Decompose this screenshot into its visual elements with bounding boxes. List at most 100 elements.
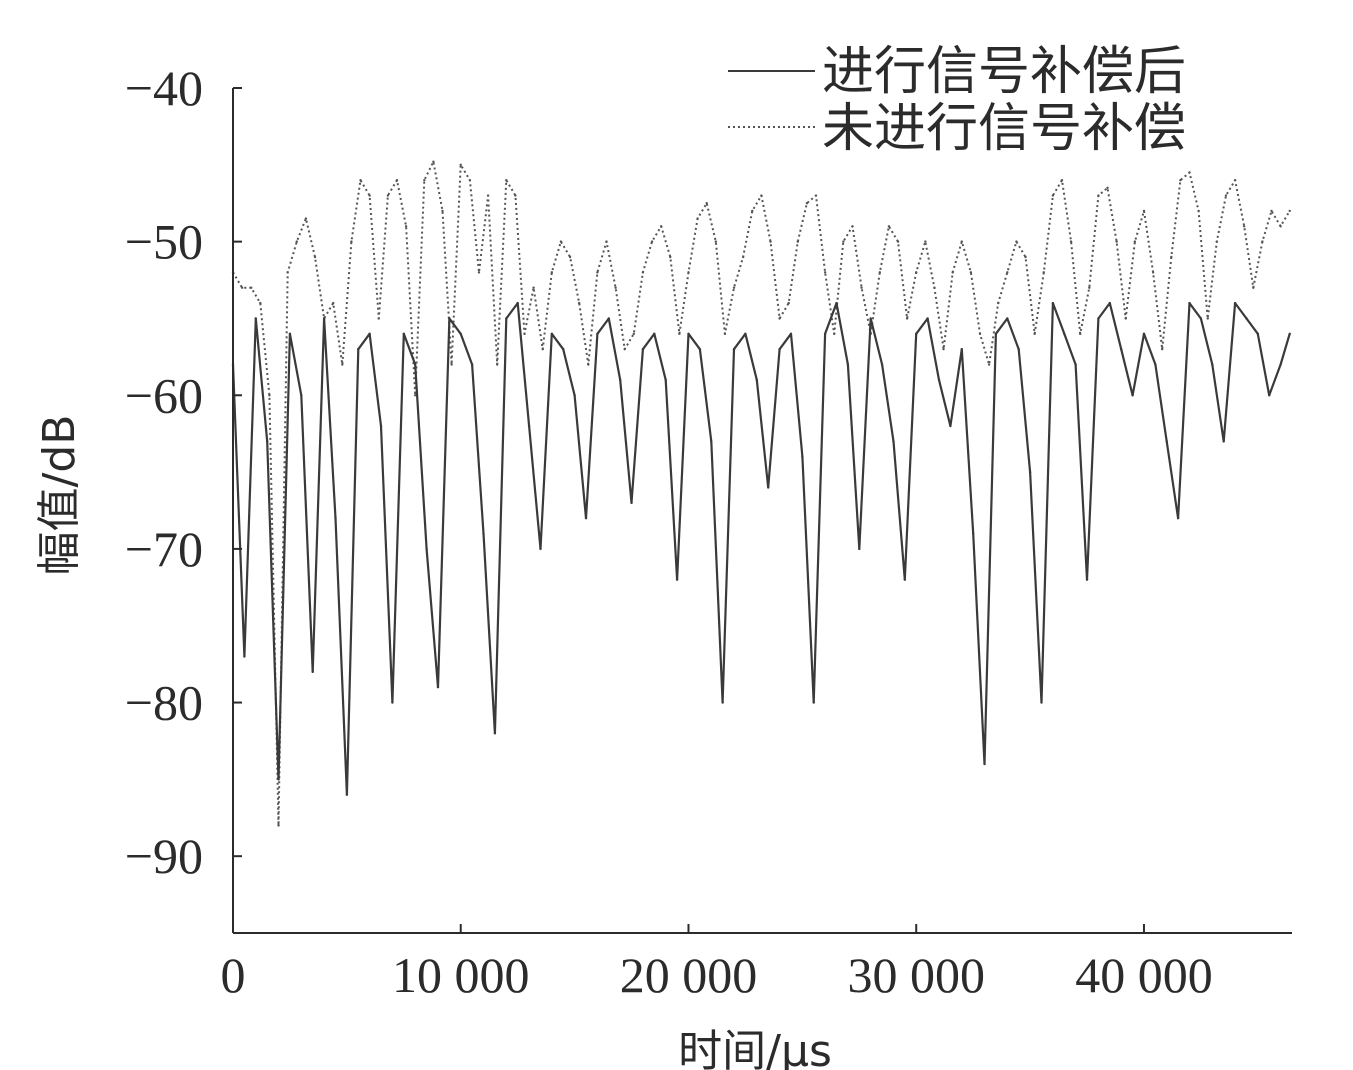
data-point-compensated	[265, 440, 269, 443]
data-point-uncompensated	[1097, 194, 1100, 197]
data-point-uncompensated	[1124, 317, 1127, 320]
data-point-compensated	[1165, 440, 1168, 443]
data-point-compensated	[1074, 363, 1077, 366]
data-point-uncompensated	[896, 240, 900, 243]
data-point-compensated	[1279, 363, 1282, 366]
data-point-uncompensated	[1188, 171, 1191, 174]
data-point-uncompensated	[741, 255, 745, 259]
data-point-compensated	[869, 317, 872, 320]
data-point-compensated	[880, 363, 884, 366]
data-point-compensated	[994, 332, 998, 336]
data-point-compensated	[675, 578, 679, 581]
data-point-compensated	[448, 317, 451, 320]
data-point-compensated	[562, 347, 565, 351]
data-point-uncompensated	[632, 332, 636, 336]
legend-label-uncompensated: 未进行信号补偿	[822, 99, 1186, 159]
data-point-uncompensated	[1069, 240, 1073, 243]
data-point-uncompensated	[559, 240, 563, 243]
data-point-uncompensated	[623, 347, 626, 351]
data-point-compensated	[1040, 701, 1043, 704]
x-tick-label: 20 000	[620, 947, 758, 1003]
x-tick-label: 10 000	[392, 947, 530, 1003]
data-point-uncompensated	[942, 347, 945, 351]
data-point-uncompensated	[878, 271, 881, 274]
data-point-uncompensated	[1261, 240, 1264, 243]
data-point-uncompensated	[386, 194, 390, 197]
data-point-compensated	[1199, 317, 1203, 320]
data-point-compensated	[516, 301, 519, 305]
data-point-uncompensated	[514, 194, 517, 197]
data-point-uncompensated	[687, 271, 690, 274]
data-point-compensated	[1154, 363, 1157, 366]
data-point-uncompensated	[1215, 240, 1219, 243]
data-point-compensated	[413, 363, 417, 366]
data-point-compensated	[357, 347, 360, 351]
data-point-uncompensated	[969, 271, 973, 274]
data-point-compensated	[732, 347, 736, 351]
data-point-compensated	[1211, 363, 1214, 366]
data-point-uncompensated	[1252, 286, 1255, 289]
data-point-uncompensated	[1179, 178, 1182, 182]
data-point-compensated	[470, 363, 474, 366]
legend: 进行信号补偿后 未进行信号补偿	[728, 42, 1186, 159]
data-point-uncompensated	[486, 194, 490, 197]
data-point-uncompensated	[915, 271, 918, 274]
data-point-uncompensated	[441, 209, 444, 213]
data-point-compensated	[1119, 347, 1123, 351]
data-point-uncompensated	[1224, 194, 1228, 197]
data-point-uncompensated	[842, 240, 845, 243]
data-point-compensated	[766, 486, 770, 489]
data-point-uncompensated	[1079, 332, 1082, 336]
data-point-uncompensated	[997, 301, 1000, 305]
data-point-uncompensated	[924, 240, 927, 243]
data-point-uncompensated	[823, 271, 827, 274]
data-point-compensated	[596, 332, 599, 336]
data-point-uncompensated	[605, 240, 608, 243]
data-point-compensated	[379, 424, 383, 428]
data-point-compensated	[345, 793, 349, 796]
data-point-uncompensated	[568, 255, 572, 259]
data-point-compensated	[1142, 332, 1146, 336]
data-point-uncompensated	[332, 301, 335, 305]
data-point-uncompensated	[905, 317, 909, 320]
data-point-compensated	[254, 317, 257, 320]
data-point-compensated	[505, 317, 508, 320]
data-point-uncompensated	[240, 286, 244, 289]
data-point-compensated	[721, 701, 724, 704]
data-point-compensated	[277, 778, 280, 781]
data-point-uncompensated	[1006, 271, 1009, 274]
data-point-compensated	[630, 501, 633, 505]
data-point-compensated	[1063, 332, 1066, 336]
data-point-uncompensated	[805, 202, 809, 205]
data-point-uncompensated	[468, 178, 472, 182]
data-point-uncompensated	[1142, 209, 1146, 213]
data-point-uncompensated	[350, 240, 353, 243]
data-point-compensated	[300, 394, 303, 397]
x-axis-label: 时间/μs	[678, 1026, 832, 1070]
data-point-uncompensated	[523, 332, 526, 336]
data-point-compensated	[1028, 470, 1032, 474]
data-point-uncompensated	[1151, 271, 1155, 274]
data-point-compensated	[744, 332, 747, 336]
data-point-uncompensated	[268, 394, 271, 397]
y-tick-label: −80	[125, 675, 203, 731]
data-point-compensated	[755, 378, 759, 382]
data-point-compensated	[311, 670, 314, 674]
data-point-compensated	[1085, 578, 1089, 581]
data-point-compensated	[573, 394, 576, 397]
data-point-uncompensated	[796, 240, 799, 243]
data-point-uncompensated	[1115, 240, 1118, 243]
data-point-uncompensated	[505, 178, 508, 182]
data-point-uncompensated	[669, 255, 672, 259]
data-point-compensated	[1222, 440, 1225, 443]
data-point-uncompensated	[304, 217, 308, 220]
data-point-compensated	[1245, 317, 1248, 320]
plot-series	[231, 160, 1291, 827]
data-point-compensated	[1256, 332, 1260, 336]
data-point-compensated	[903, 578, 907, 581]
data-point-uncompensated	[541, 347, 544, 351]
data-point-compensated	[1108, 301, 1112, 305]
data-point-uncompensated	[423, 178, 426, 182]
data-point-uncompensated	[1015, 240, 1018, 243]
